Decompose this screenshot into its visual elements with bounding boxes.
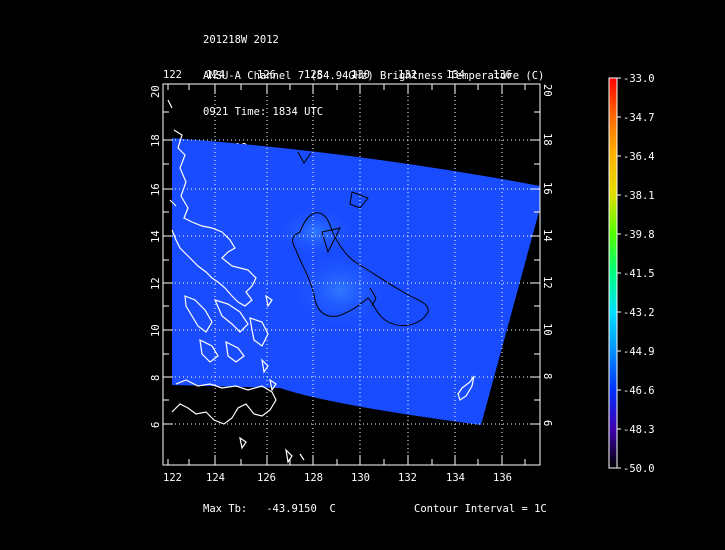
colorbar-label: -46.6	[623, 385, 655, 397]
lat-label: 6	[150, 422, 162, 428]
lat-label: 16	[541, 182, 553, 195]
lon-label: 122	[163, 472, 182, 484]
max-tb-unit: C	[329, 503, 336, 515]
lon-label: 136	[493, 472, 512, 484]
lat-label: 18	[150, 134, 162, 147]
colorbar-label: -38.1	[623, 190, 655, 202]
lat-label: 10	[541, 323, 553, 336]
lat-label: 18	[541, 133, 553, 146]
lat-label: 14	[150, 230, 162, 243]
colorbar-label: -34.7	[623, 112, 655, 124]
lon-label: 124	[206, 69, 225, 81]
title-channel: AMSU-A Channel 7 (54.94GHz) Brightness T…	[203, 70, 545, 82]
lon-labels-top: 122 124 126 128 130 132 134 136	[163, 69, 512, 81]
lat-label: 8	[150, 375, 162, 381]
luzon-coast	[171, 129, 257, 307]
colorbar-label: -39.8	[623, 229, 655, 241]
lat-labels-left: 6 8 10 12 14 16 18 20	[150, 85, 162, 428]
map-frame	[162, 83, 541, 466]
contour-inner-triangle	[321, 227, 341, 254]
lon-labels-bottom: 122 124 126 128 130 132 134 136	[163, 472, 512, 484]
lon-label: 124	[206, 472, 225, 484]
lat-label: 12	[150, 277, 162, 290]
lat-label: 14	[541, 229, 553, 242]
contour-edge	[527, 251, 533, 263]
contour-small	[369, 287, 377, 307]
colorbar-ticks	[617, 77, 621, 469]
max-tb-caption: Max Tb: -43.9150 C	[203, 503, 336, 515]
lat-label: 20	[541, 84, 553, 97]
colorbar-label: -41.5	[623, 268, 655, 280]
colorbar-label: -50.0	[623, 463, 655, 475]
lon-label: 126	[257, 69, 276, 81]
colorbar-label: -43.2	[623, 307, 655, 319]
lon-label: 134	[446, 472, 465, 484]
colorbar-label: -33.0	[623, 73, 655, 85]
lon-label: 128	[304, 69, 323, 81]
lon-label: 134	[446, 69, 465, 81]
palau-islands	[457, 375, 475, 401]
lon-label: 132	[398, 472, 417, 484]
lon-label: 136	[493, 69, 512, 81]
lat-label: 10	[150, 324, 162, 337]
lon-label: 122	[163, 69, 182, 81]
lon-label: 128	[304, 472, 323, 484]
lat-label: 12	[541, 276, 553, 289]
colorbar-label: -48.3	[623, 424, 655, 436]
colorbar-labels: -33.0 -34.7 -36.4 -38.1 -39.8 -41.5 -43.…	[623, 73, 655, 475]
max-tb-label: Max Tb:	[203, 503, 248, 515]
lat-lon-grid	[163, 84, 540, 465]
warm-core	[290, 250, 390, 330]
title-storm-id: 201218W 2012	[203, 34, 279, 46]
lat-labels-right: 6 8 10 12 14 16 18 20	[541, 84, 553, 426]
lat-label: 8	[541, 373, 553, 379]
temperature-contours	[292, 151, 533, 327]
colorbar-label: -44.9	[623, 346, 655, 358]
colorbar-label: -36.4	[623, 151, 655, 163]
lon-label: 126	[257, 472, 276, 484]
lon-label: 132	[398, 69, 417, 81]
visayas-islands	[184, 295, 269, 363]
max-tb-value: -43.9150	[266, 503, 317, 515]
title-time: 0921 Time: 1834 UTC	[203, 106, 324, 118]
lat-label: 20	[150, 85, 162, 98]
lat-label: 6	[541, 420, 553, 426]
contour-notch	[297, 151, 312, 164]
lon-label: 130	[351, 69, 370, 81]
mindanao-coast	[171, 379, 277, 425]
contour-main	[292, 212, 429, 327]
frame-ticks	[163, 84, 540, 465]
lon-label: 130	[351, 472, 370, 484]
lat-label: 16	[150, 183, 162, 196]
contour-interval-caption: Contour Interval = 1C	[414, 503, 547, 515]
colorbar	[608, 77, 618, 469]
warm-region	[275, 207, 355, 257]
